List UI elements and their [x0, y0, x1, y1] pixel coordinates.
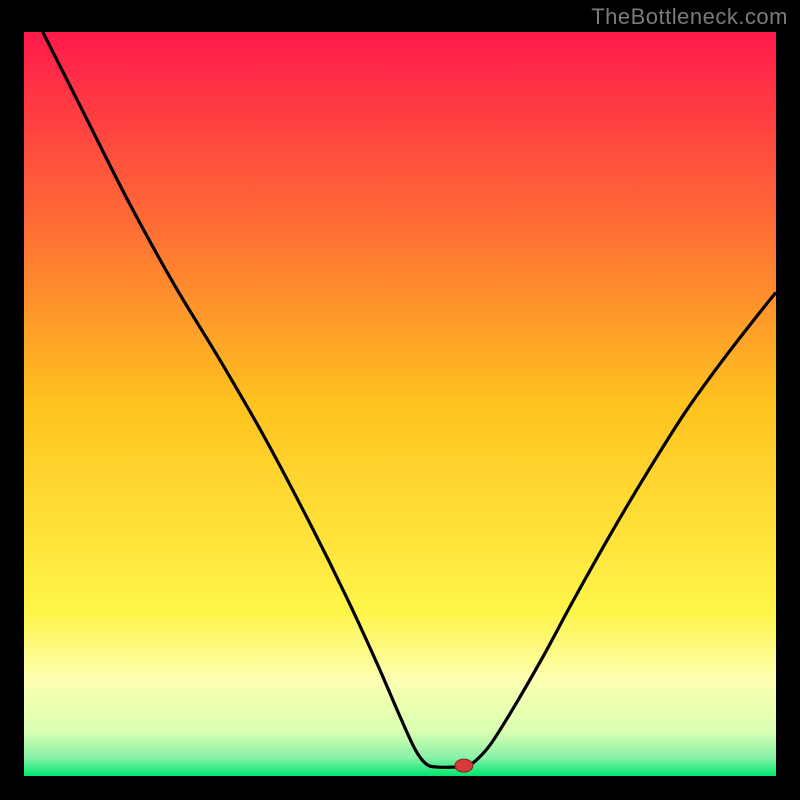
chart-svg [24, 32, 776, 776]
bottleneck-curve [43, 32, 776, 767]
chart-plot-area [24, 32, 776, 776]
watermark-text: TheBottleneck.com [591, 4, 788, 30]
optimal-point-marker [455, 759, 473, 772]
